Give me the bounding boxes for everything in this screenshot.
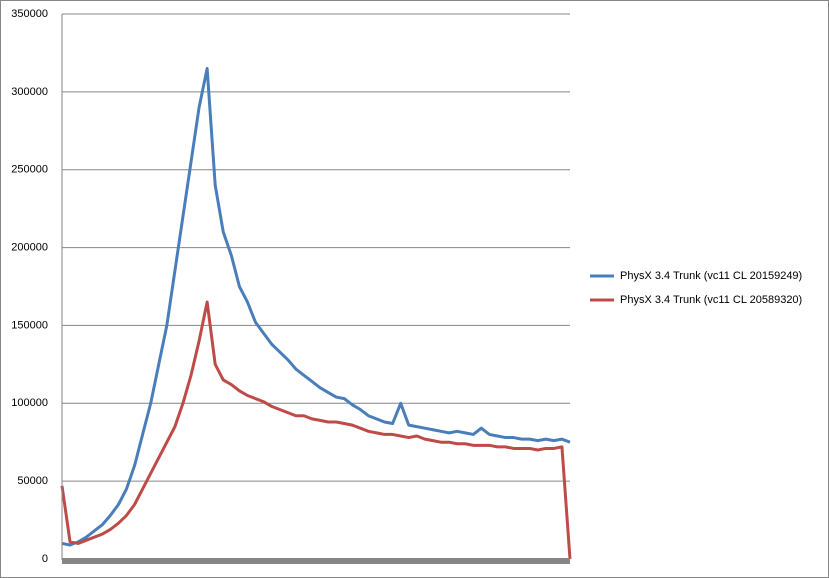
legend-label: PhysX 3.4 Trunk (vc11 CL 20589320) xyxy=(620,294,802,306)
y-tick-label: 300000 xyxy=(11,86,48,98)
y-tick-label: 250000 xyxy=(11,164,48,176)
y-tick-label: 0 xyxy=(42,553,48,565)
y-tick-label: 350000 xyxy=(11,8,48,20)
x-axis xyxy=(62,558,570,564)
legend-entry: PhysX 3.4 Trunk (vc11 CL 20159249) xyxy=(590,270,802,282)
series-line xyxy=(60,300,572,560)
legend-label: PhysX 3.4 Trunk (vc11 CL 20159249) xyxy=(620,270,802,282)
y-tick-label: 100000 xyxy=(11,397,48,409)
series-line xyxy=(61,67,571,547)
y-tick-label: 150000 xyxy=(11,319,48,331)
y-tick-label: 200000 xyxy=(11,241,48,253)
legend-entry: PhysX 3.4 Trunk (vc11 CL 20589320) xyxy=(590,294,802,306)
y-tick-label: 50000 xyxy=(17,475,48,487)
